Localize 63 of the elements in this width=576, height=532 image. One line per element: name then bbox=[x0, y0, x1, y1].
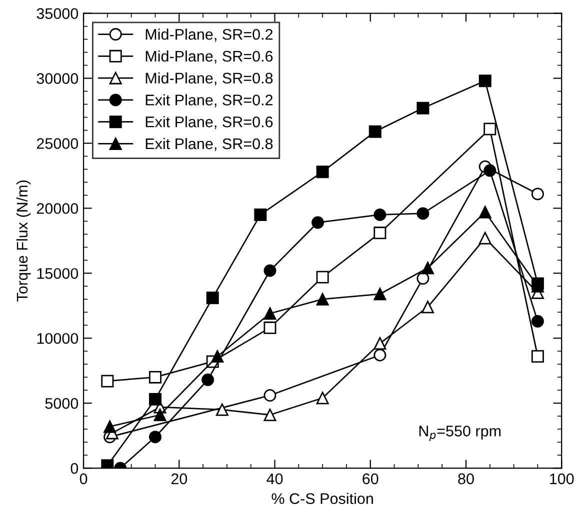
point bbox=[148, 370, 162, 384]
point bbox=[316, 392, 329, 404]
point bbox=[264, 264, 276, 277]
point bbox=[148, 430, 162, 444]
point bbox=[312, 216, 324, 229]
point bbox=[264, 307, 276, 320]
point bbox=[154, 408, 166, 422]
point bbox=[254, 208, 267, 221]
x-axis-title: % C-S Position bbox=[272, 492, 373, 504]
y-tick-label: 15000 bbox=[37, 268, 78, 279]
x-tick-label: 100 bbox=[550, 473, 574, 484]
y-tick-label: 5000 bbox=[45, 398, 78, 409]
point bbox=[531, 315, 544, 328]
point bbox=[264, 389, 276, 402]
x-tick-label: 20 bbox=[171, 473, 188, 484]
legend-label: Exit Plane, SR=0.8 bbox=[146, 138, 273, 152]
y-tick-label: 10000 bbox=[37, 333, 78, 344]
y-tick-label: 25000 bbox=[36, 138, 78, 149]
point bbox=[316, 166, 329, 178]
point bbox=[206, 292, 219, 304]
legend-label: Exit Plane, SR=0.2 bbox=[146, 94, 273, 108]
point bbox=[211, 350, 224, 363]
point bbox=[374, 337, 386, 350]
point bbox=[316, 292, 329, 306]
point bbox=[478, 232, 492, 244]
point bbox=[104, 420, 116, 433]
legend-label: Mid-Plane, SR=0.8 bbox=[146, 72, 273, 86]
y-tick-label: 30000 bbox=[36, 73, 78, 84]
y-tick-label: 35000 bbox=[36, 8, 78, 19]
point bbox=[416, 272, 430, 285]
point bbox=[374, 226, 386, 240]
point bbox=[101, 374, 114, 388]
x-tick-label: 0 bbox=[80, 473, 88, 484]
point bbox=[421, 300, 434, 314]
annotation: N$_{p}$=550 rpm bbox=[419, 426, 501, 442]
point bbox=[148, 393, 162, 406]
point bbox=[264, 322, 276, 334]
point bbox=[374, 348, 386, 362]
y-tick-label: 0 bbox=[70, 463, 78, 474]
point bbox=[416, 207, 430, 220]
x-tick-label: 80 bbox=[458, 473, 474, 484]
y-tick-label: 20000 bbox=[36, 203, 78, 214]
legend-label: Mid-Plane, SR=0.2 bbox=[146, 28, 273, 42]
point bbox=[416, 102, 430, 114]
point bbox=[374, 208, 386, 221]
y-axis-title: Torque Flux (N/m) bbox=[16, 180, 31, 302]
point bbox=[484, 164, 496, 177]
point bbox=[202, 374, 214, 386]
point bbox=[421, 262, 434, 274]
point bbox=[531, 188, 544, 200]
point bbox=[478, 74, 492, 88]
x-tick-label: 60 bbox=[362, 473, 378, 484]
point bbox=[316, 270, 329, 284]
legend-label: Exit Plane, SR=0.6 bbox=[146, 116, 273, 130]
point bbox=[374, 288, 386, 300]
point bbox=[264, 408, 276, 422]
point bbox=[478, 206, 492, 218]
point bbox=[531, 350, 544, 363]
point bbox=[484, 122, 496, 136]
legend-label: Mid-Plane, SR=0.6 bbox=[146, 50, 273, 64]
point bbox=[216, 403, 228, 416]
point bbox=[368, 125, 382, 138]
x-tick-label: 40 bbox=[266, 473, 283, 484]
